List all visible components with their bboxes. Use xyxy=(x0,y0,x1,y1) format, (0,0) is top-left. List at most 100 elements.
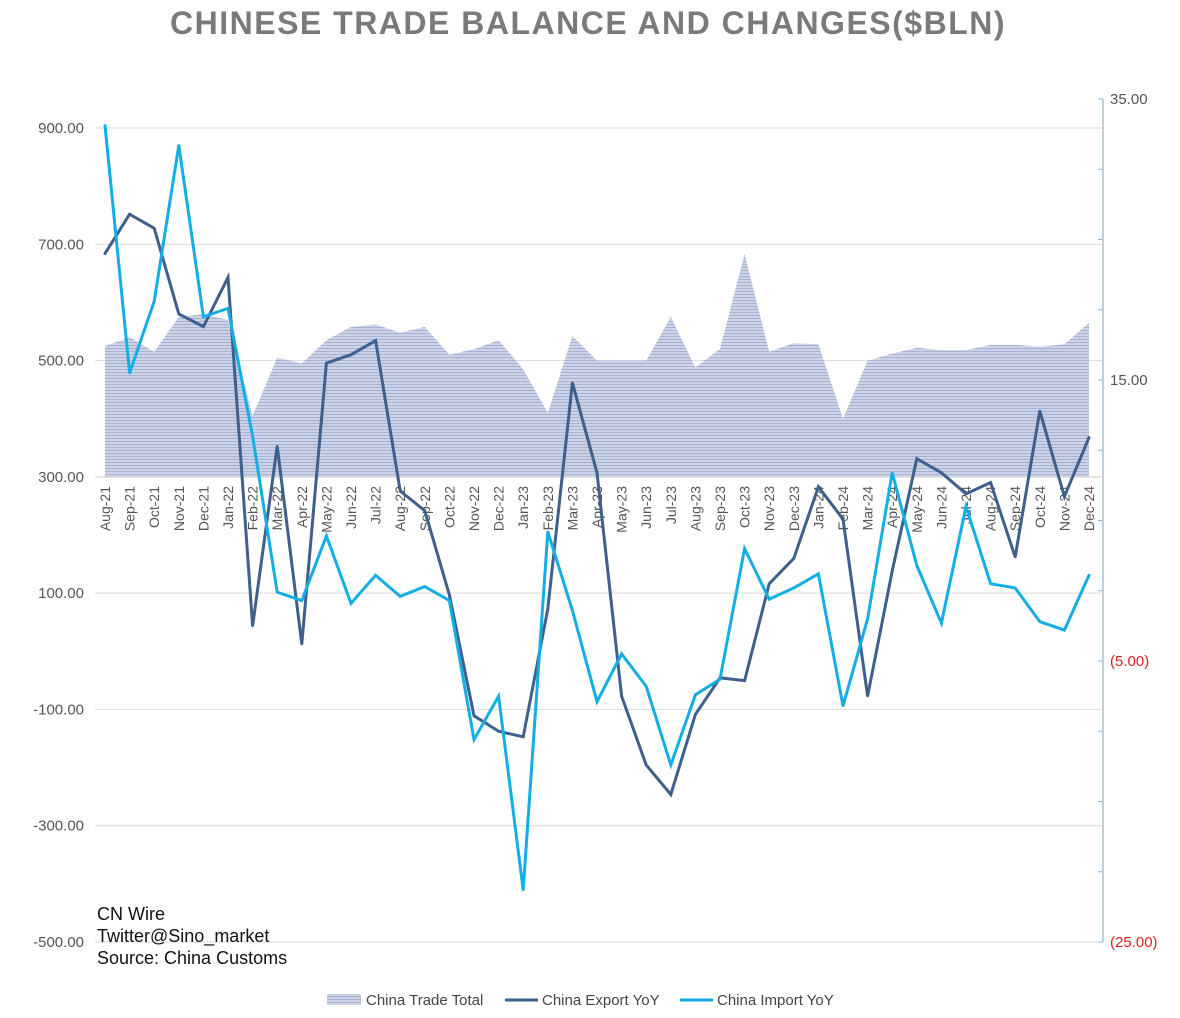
x-axis-tick-label: Oct-24 xyxy=(1032,486,1048,528)
x-axis-tick-label: Apr-22 xyxy=(294,486,310,528)
data-point xyxy=(620,694,623,698)
data-point xyxy=(300,599,303,602)
data-point xyxy=(768,597,771,601)
data-point xyxy=(915,457,918,460)
left-axis: 900.00 700.00 500.00 300.00 100.00 -100.00 -30… xyxy=(33,120,84,951)
data-point xyxy=(743,679,746,682)
x-axis-tick-label: Sep-22 xyxy=(417,486,433,531)
trade-total-area xyxy=(95,254,1102,478)
data-point xyxy=(177,312,180,316)
x-axis-tick-label: Aug-22 xyxy=(392,486,408,531)
data-point xyxy=(251,435,254,438)
data-point xyxy=(792,586,795,590)
left-axis-tick-label: -100.00 xyxy=(33,701,84,718)
data-point xyxy=(226,307,230,310)
data-point xyxy=(915,564,918,567)
data-point xyxy=(694,693,697,696)
data-point xyxy=(374,339,377,342)
left-axis-tick-label: 300.00 xyxy=(38,469,84,486)
data-point xyxy=(669,763,672,767)
data-point xyxy=(645,763,648,767)
data-point xyxy=(571,381,574,385)
x-axis-tick-label: Aug-24 xyxy=(983,486,999,531)
data-point xyxy=(669,793,672,796)
data-point xyxy=(1014,586,1017,590)
data-point xyxy=(177,144,180,147)
data-point xyxy=(276,444,279,448)
x-axis-tick-label: May-24 xyxy=(909,486,925,533)
data-point xyxy=(374,574,377,577)
data-point xyxy=(325,361,328,365)
data-point xyxy=(497,730,500,733)
data-point xyxy=(153,300,156,303)
data-point xyxy=(964,492,968,496)
data-point xyxy=(743,547,746,550)
right-axis-tick-label: (25.00) xyxy=(1110,934,1158,951)
data-point xyxy=(792,557,795,560)
data-point xyxy=(891,471,894,474)
data-point xyxy=(153,227,156,230)
data-point xyxy=(718,678,722,681)
series-area-china-trade-total xyxy=(105,254,1089,477)
x-axis-tick-label: Feb-23 xyxy=(540,486,556,531)
data-point xyxy=(448,593,451,597)
x-axis-tick-label: Jun-22 xyxy=(343,486,359,529)
left-axis-tick-label: 700.00 xyxy=(38,236,84,253)
data-point xyxy=(202,315,205,318)
data-point xyxy=(866,617,869,621)
x-axis-tick-label: Oct-22 xyxy=(441,486,457,528)
data-point xyxy=(472,738,476,741)
source-annotation: CN Wire Twitter@Sino_market Source: Chin… xyxy=(97,904,287,968)
data-point xyxy=(497,694,500,698)
x-axis-tick-label: Aug-23 xyxy=(687,486,703,531)
x-axis-tick-label: Sep-23 xyxy=(712,486,728,531)
x-axis-tick-label: Jul-23 xyxy=(663,486,679,524)
annotation-line-3: Source: China Customs xyxy=(97,948,287,968)
chart-title: CHINESE TRADE BALANCE AND CHANGES($BLN) xyxy=(170,5,1006,41)
x-axis-tick-label: Dec-23 xyxy=(786,486,802,531)
x-axis-tick-label: Nov-23 xyxy=(761,486,777,531)
data-point xyxy=(817,572,820,576)
x-axis-tick-label: Sep-24 xyxy=(1007,486,1023,531)
data-point xyxy=(1038,409,1042,413)
x-axis-tick-label: Feb-24 xyxy=(835,486,851,531)
data-point xyxy=(768,582,771,585)
yoy-lines xyxy=(103,124,1091,892)
data-point xyxy=(841,517,845,521)
data-point xyxy=(522,735,525,739)
x-axis-tick-label: May-22 xyxy=(318,486,334,533)
data-point xyxy=(595,471,599,474)
left-axis-tick-label: -300.00 xyxy=(33,818,84,835)
data-point xyxy=(694,713,697,716)
data-point xyxy=(866,694,869,698)
x-axis-tick-label: Oct-23 xyxy=(737,486,753,528)
x-axis-tick-label: Jun-23 xyxy=(638,486,654,529)
right-axis-tick-label: (5.00) xyxy=(1110,653,1149,670)
data-point xyxy=(251,624,254,628)
data-point xyxy=(620,652,623,656)
x-axis-tick-label: Nov-24 xyxy=(1056,486,1072,531)
data-point xyxy=(226,276,230,279)
x-axis-tick-label: Jul-22 xyxy=(368,486,384,524)
x-axis-tick-label: Dec-21 xyxy=(195,486,211,531)
data-point xyxy=(1014,555,1017,559)
right-axis-tick-label: 35.00 xyxy=(1110,91,1148,108)
data-point xyxy=(940,471,943,474)
data-point xyxy=(817,485,820,488)
x-axis-tick-label: Dec-24 xyxy=(1081,486,1097,531)
data-point xyxy=(300,642,303,646)
data-point xyxy=(546,530,549,533)
data-point xyxy=(891,569,894,573)
data-point xyxy=(1087,574,1091,577)
legend-label: China Export YoY xyxy=(542,992,660,1009)
data-point xyxy=(128,213,131,216)
data-point xyxy=(989,481,992,484)
x-axis: Aug-21 Sep-21 Oct-21 Nov-21 Dec-21 Jan-22 Feb-… xyxy=(97,486,1097,533)
data-point xyxy=(423,509,426,512)
data-point xyxy=(202,325,205,328)
data-point xyxy=(940,621,943,625)
left-axis-tick-label: 500.00 xyxy=(38,353,84,370)
data-point xyxy=(571,609,574,612)
data-point xyxy=(964,505,968,508)
